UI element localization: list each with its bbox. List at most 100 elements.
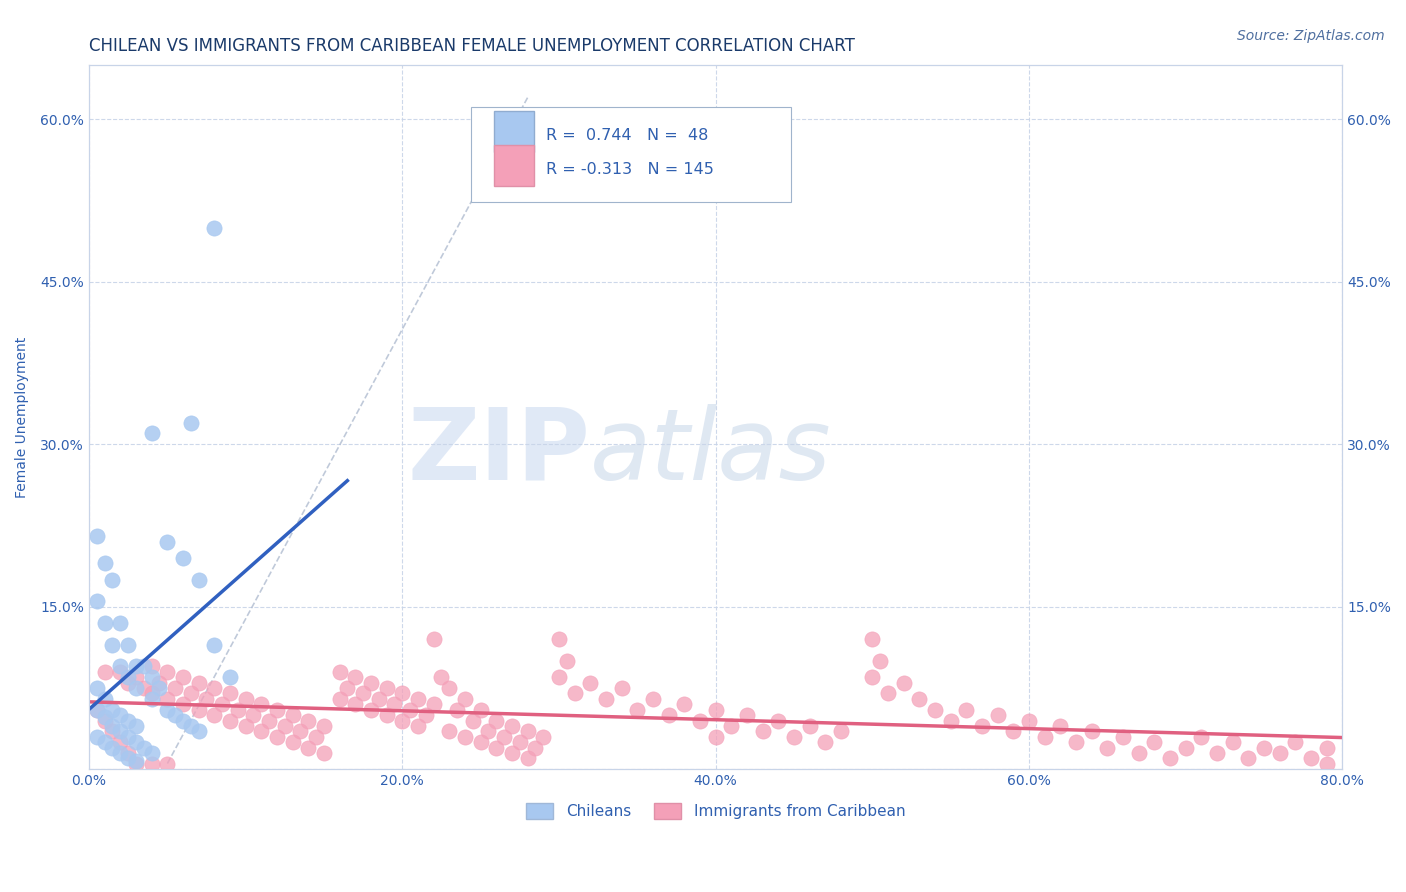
Point — [399, 703, 422, 717]
Point — [1159, 751, 1181, 765]
Point — [641, 692, 664, 706]
Point — [312, 719, 335, 733]
Point — [211, 698, 233, 712]
Point — [257, 714, 280, 728]
Point — [516, 751, 538, 765]
Point — [86, 594, 108, 608]
Point — [266, 730, 288, 744]
Point — [924, 703, 946, 717]
Point — [250, 698, 273, 712]
Point — [406, 692, 429, 706]
Point — [422, 632, 444, 647]
Point — [1002, 724, 1025, 739]
Point — [281, 735, 304, 749]
Point — [1237, 751, 1260, 765]
Point — [1206, 746, 1229, 760]
Point — [202, 681, 225, 695]
Point — [547, 632, 569, 647]
Point — [86, 703, 108, 717]
FancyBboxPatch shape — [471, 107, 790, 202]
Point — [117, 670, 139, 684]
Point — [141, 686, 163, 700]
Point — [1268, 746, 1291, 760]
Point — [814, 735, 837, 749]
Point — [470, 735, 492, 749]
Point — [547, 670, 569, 684]
FancyBboxPatch shape — [494, 145, 534, 186]
Point — [93, 616, 115, 631]
Point — [610, 681, 633, 695]
Point — [626, 703, 648, 717]
Point — [101, 724, 124, 739]
Point — [485, 740, 508, 755]
Point — [297, 714, 319, 728]
Point — [125, 659, 148, 673]
Point — [799, 719, 821, 733]
Text: Source: ZipAtlas.com: Source: ZipAtlas.com — [1237, 29, 1385, 43]
Point — [187, 724, 209, 739]
Point — [180, 686, 202, 700]
Point — [187, 573, 209, 587]
Point — [132, 740, 155, 755]
Point — [673, 698, 696, 712]
Point — [148, 675, 170, 690]
Point — [93, 665, 115, 679]
Point — [117, 714, 139, 728]
Point — [564, 686, 586, 700]
Point — [375, 681, 398, 695]
Point — [108, 708, 131, 723]
Point — [148, 681, 170, 695]
Point — [250, 724, 273, 739]
Point — [86, 529, 108, 543]
Point — [391, 714, 413, 728]
Point — [141, 692, 163, 706]
Point — [1080, 724, 1102, 739]
Point — [328, 692, 350, 706]
Point — [1143, 735, 1166, 749]
Point — [1299, 751, 1322, 765]
Point — [93, 692, 115, 706]
Text: R = -0.313   N = 145: R = -0.313 N = 145 — [547, 161, 714, 177]
Point — [117, 638, 139, 652]
Point — [180, 416, 202, 430]
Point — [830, 724, 852, 739]
Point — [141, 670, 163, 684]
Point — [132, 659, 155, 673]
Point — [1049, 719, 1071, 733]
Point — [516, 724, 538, 739]
Point — [101, 740, 124, 755]
Point — [108, 616, 131, 631]
Point — [218, 670, 240, 684]
Point — [305, 730, 328, 744]
Point — [415, 708, 437, 723]
Point — [470, 703, 492, 717]
Point — [1112, 730, 1135, 744]
Point — [430, 670, 453, 684]
Point — [352, 686, 374, 700]
Point — [437, 724, 460, 739]
Point — [1189, 730, 1212, 744]
Point — [1284, 735, 1306, 749]
Point — [108, 665, 131, 679]
Point — [492, 730, 515, 744]
Point — [422, 698, 444, 712]
Point — [172, 670, 194, 684]
Point — [86, 703, 108, 717]
Point — [125, 681, 148, 695]
Text: R =  0.744   N =  48: R = 0.744 N = 48 — [547, 128, 709, 143]
Point — [125, 735, 148, 749]
Point — [751, 724, 773, 739]
Point — [704, 703, 727, 717]
Point — [187, 703, 209, 717]
Point — [218, 714, 240, 728]
Point — [689, 714, 711, 728]
Point — [939, 714, 962, 728]
Point — [202, 220, 225, 235]
Point — [509, 735, 531, 749]
Point — [1033, 730, 1056, 744]
Point — [344, 670, 367, 684]
Point — [869, 654, 891, 668]
Point — [281, 708, 304, 723]
Point — [156, 703, 179, 717]
Point — [202, 708, 225, 723]
